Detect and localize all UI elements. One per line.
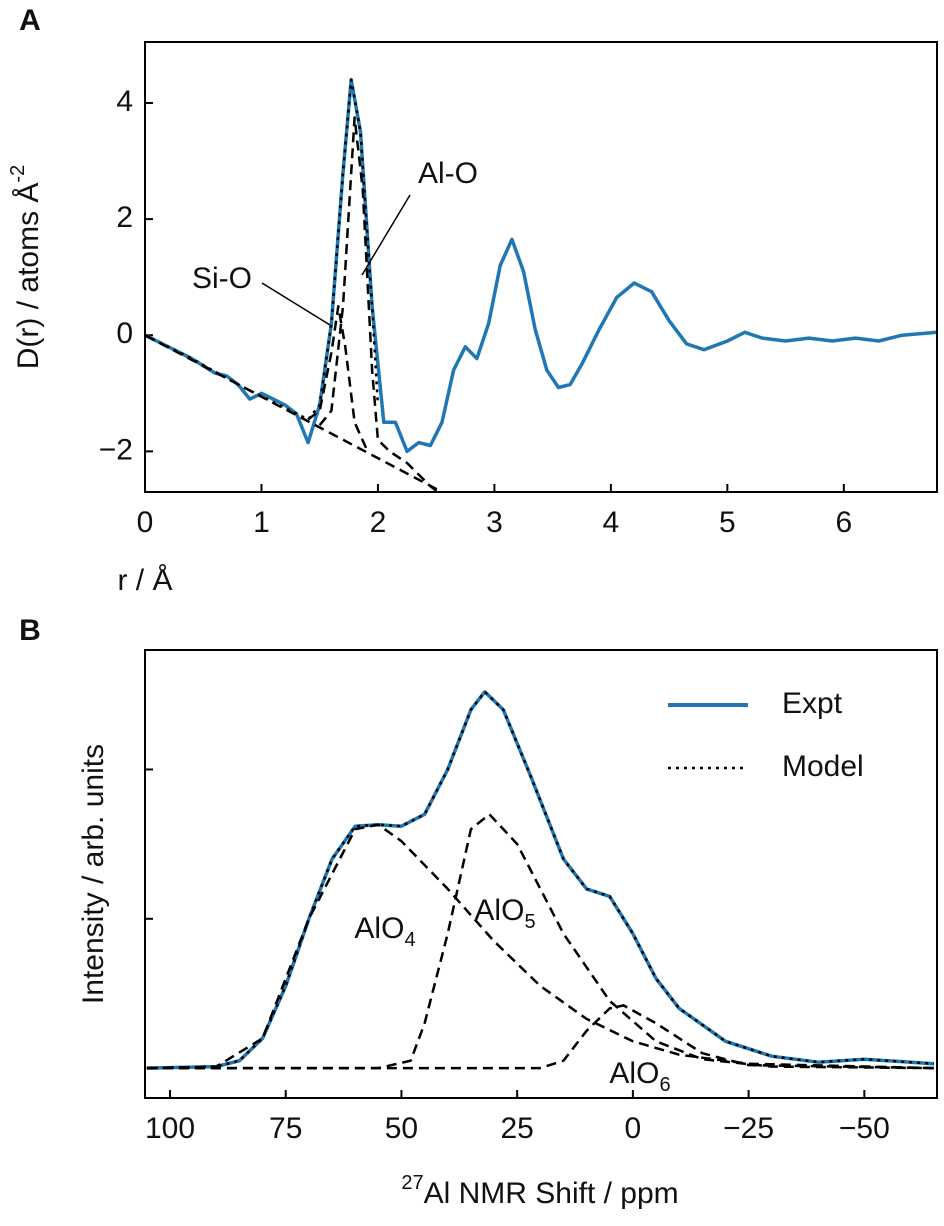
axes-frame (144, 41, 938, 493)
series-line (146, 823, 934, 1070)
x-axis-label: 27Al NMR Shift / ppm (401, 1172, 678, 1210)
x-axis-label: r / Å (117, 564, 172, 597)
series-line (145, 77, 937, 454)
series-line (146, 813, 934, 1070)
legend-label: Model (782, 750, 864, 783)
series-line (146, 1004, 934, 1070)
annotation-sub: 4 (404, 929, 415, 951)
annotation-text: AlO (354, 912, 404, 945)
series-line (145, 78, 380, 421)
annotation-line (361, 194, 411, 276)
x-tick-label: 2 (370, 506, 387, 539)
x-tick-label: 25 (500, 1112, 533, 1145)
series-line (145, 334, 443, 492)
x-tick-label: 1 (253, 506, 270, 539)
annotation-sub: 6 (659, 1074, 670, 1096)
x-tick-label: 4 (603, 506, 620, 539)
y-tick-label: 0 (116, 317, 133, 350)
annotation-text: AlO (609, 1057, 659, 1090)
x-tick-label: 3 (486, 506, 503, 539)
y-axis-label: D(r) / atoms Å-2 (7, 165, 45, 369)
y-axis-label-text: D(r) / atoms Å (12, 183, 45, 370)
y-tick-label: 4 (116, 85, 133, 118)
series-line (146, 690, 934, 1070)
x-tick-label: −25 (723, 1112, 774, 1145)
series-line (146, 690, 934, 1070)
y-tick-label: 2 (116, 201, 133, 234)
annotation: AlO6 (609, 1057, 670, 1096)
annotation: Al-O (418, 157, 478, 190)
x-axis-label-sup: 27 (401, 1172, 423, 1194)
plot-area (145, 77, 937, 492)
x-axis-label-text: Al NMR Shift / ppm (424, 1177, 679, 1210)
panel-label: B (19, 614, 41, 647)
x-tick-label: 0 (625, 1112, 642, 1145)
x-tick-label: 5 (719, 506, 736, 539)
annotation: AlO4 (354, 912, 415, 951)
panel-label: A (19, 4, 41, 37)
annotation-sub: 5 (524, 911, 535, 933)
x-tick-label: 75 (269, 1112, 302, 1145)
x-tick-label: 6 (835, 506, 852, 539)
x-tick-label: −50 (839, 1112, 890, 1145)
plot-area (146, 690, 934, 1070)
axes-frame (144, 649, 938, 1099)
annotation: Si-O (192, 262, 252, 295)
x-tick-label: 100 (145, 1112, 195, 1145)
annotation: AlO5 (474, 894, 535, 933)
x-tick-label: 0 (137, 506, 154, 539)
series-line (318, 116, 441, 492)
y-tick-label: −2 (99, 433, 133, 466)
series-line (307, 304, 368, 450)
x-tick-label: 50 (385, 1112, 418, 1145)
y-axis-label: Intensity / arb. units (77, 744, 110, 1004)
legend-label: Expt (782, 687, 843, 720)
annotation-line (261, 282, 331, 326)
annotation-text: AlO (474, 894, 524, 927)
y-axis-label-sup: -2 (7, 165, 29, 183)
